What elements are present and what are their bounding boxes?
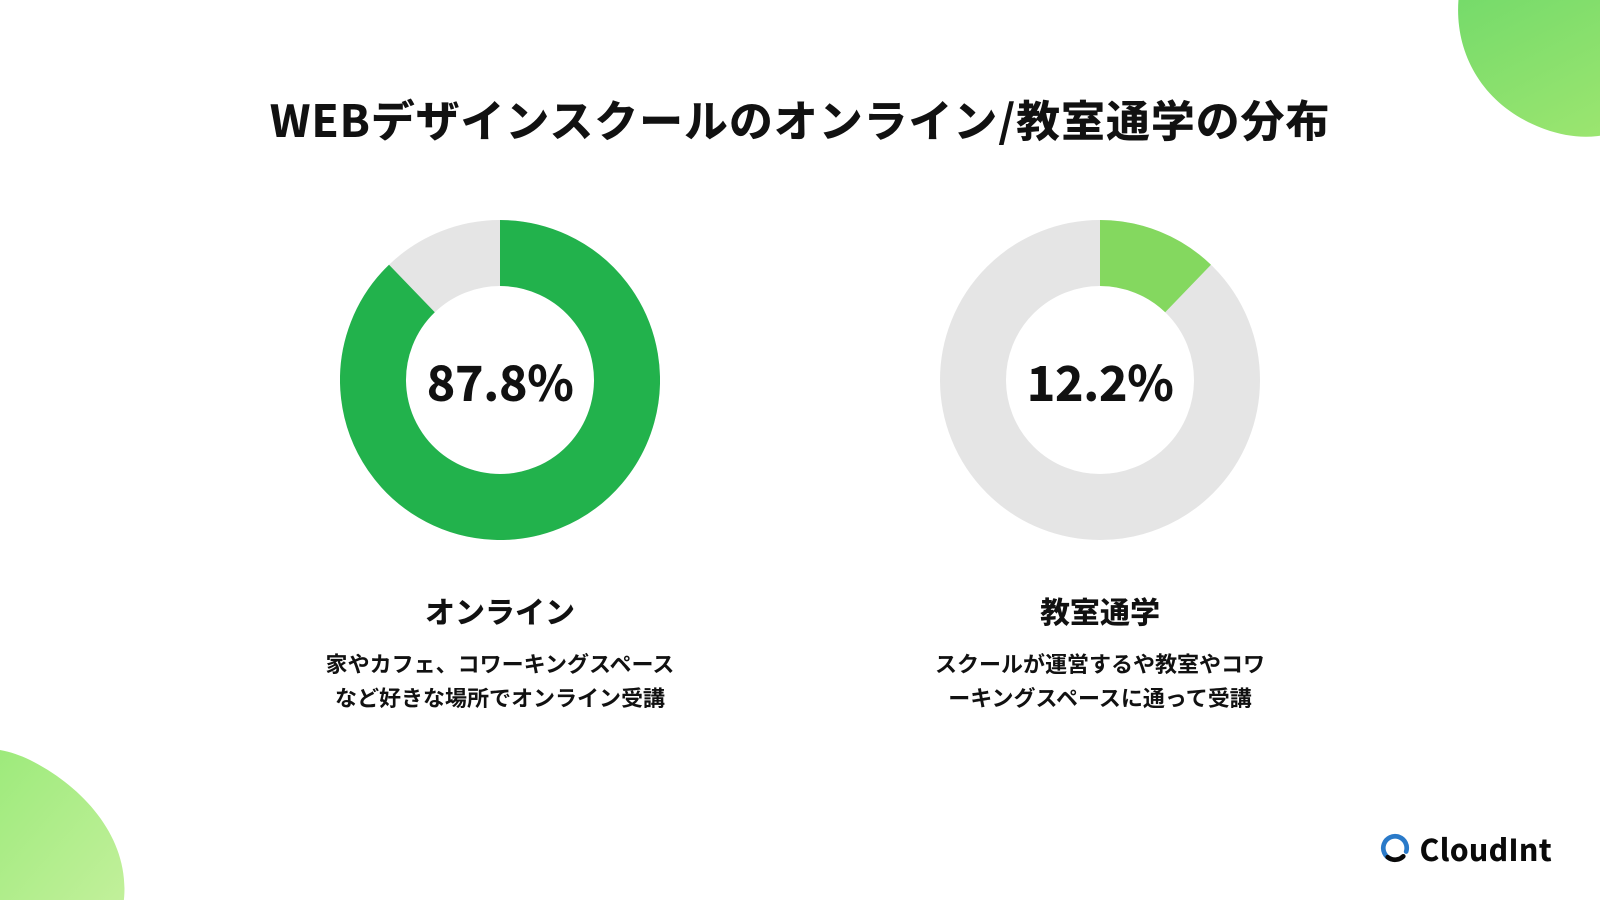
brand-name: CloudInt	[1420, 826, 1552, 870]
brand-logo: CloudInt	[1380, 826, 1552, 870]
donut-classroom: 12.2% 教室通学スクールが運営するや教室やコワ ーキングスペースに通って受講	[900, 220, 1300, 714]
donut-center-value: 12.2%	[940, 220, 1260, 540]
donut-label: 教室通学	[1040, 588, 1160, 632]
donut-chart: 87.8%	[340, 220, 660, 540]
donut-chart: 12.2%	[940, 220, 1260, 540]
page-title: WEBデザインスクールのオンライン/教室通学の分布	[0, 86, 1600, 150]
donut-description: スクールが運営するや教室やコワ ーキングスペースに通って受講	[935, 646, 1265, 714]
charts-row: 87.8% オンライン家やカフェ、コワーキングスペース など好きな場所でオンライン…	[0, 220, 1600, 714]
donut-online: 87.8% オンライン家やカフェ、コワーキングスペース など好きな場所でオンライン…	[300, 220, 700, 714]
donut-label: オンライン	[425, 588, 575, 632]
brand-ring-icon	[1380, 833, 1410, 863]
donut-description: 家やカフェ、コワーキングスペース など好きな場所でオンライン受講	[326, 646, 675, 714]
donut-center-value: 87.8%	[340, 220, 660, 540]
